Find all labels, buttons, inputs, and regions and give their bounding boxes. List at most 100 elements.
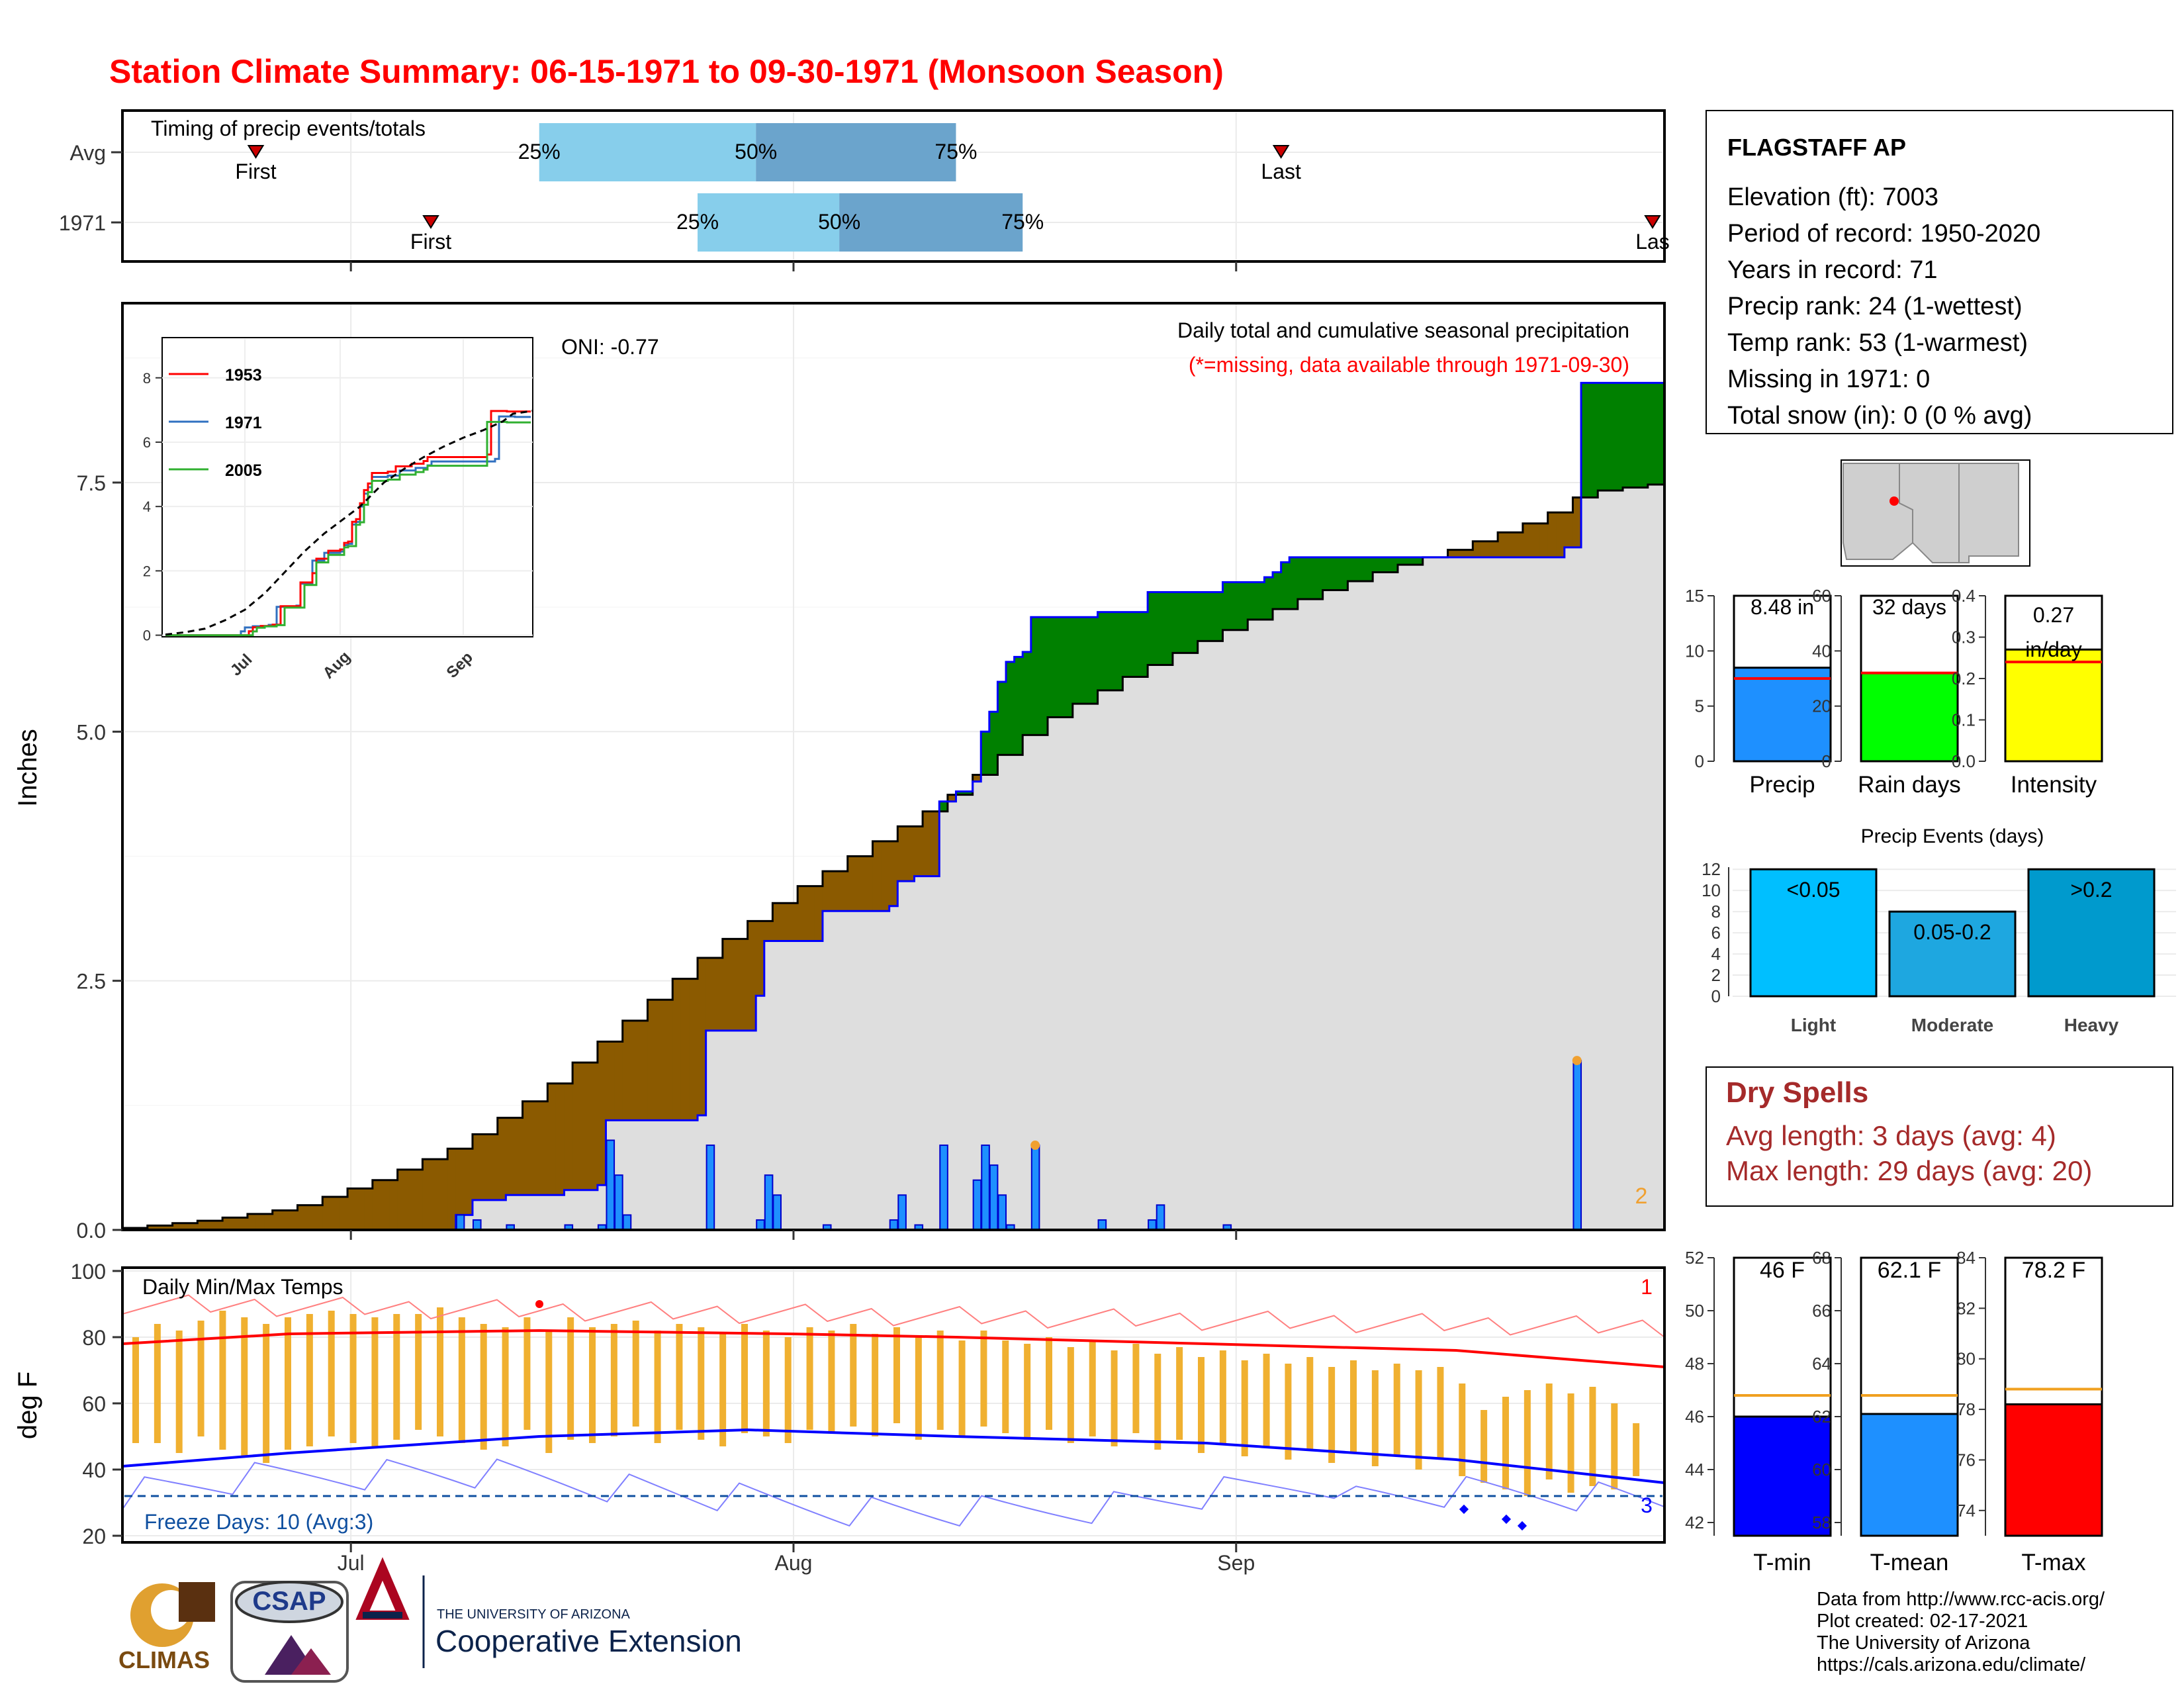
above-average-area <box>1614 383 1623 491</box>
events-bar-label: Light <box>1791 1015 1836 1035</box>
daily-precip-bar <box>889 1219 899 1231</box>
below-average-area <box>647 1000 657 1121</box>
last-event-marker <box>1644 215 1661 229</box>
record-low-count: 3 <box>1641 1493 1653 1517</box>
daily-temp-range-bar <box>1589 1387 1596 1486</box>
above-average-area <box>1197 592 1206 641</box>
daily-temp-range-bar <box>1219 1350 1226 1443</box>
above-average-area <box>1072 617 1081 704</box>
below-average-area <box>856 856 865 912</box>
daily-temp-range-bar <box>654 1331 661 1443</box>
below-average-area <box>230 1217 240 1230</box>
below-average-area <box>764 921 773 941</box>
above-average-area <box>1172 592 1182 653</box>
daily-precip-bar <box>1097 1219 1107 1231</box>
below-average-area <box>756 921 765 996</box>
above-average-area <box>1322 557 1332 590</box>
temp-summary-t-max-label: T-max <box>2021 1550 2086 1575</box>
daily-temp-range-bar <box>502 1327 509 1446</box>
inset-y-tick-label: 0 <box>143 628 151 644</box>
below-average-area <box>772 903 782 941</box>
temp-summary-t-max-tick-label: 80 <box>1956 1349 1976 1369</box>
below-average-area <box>181 1223 190 1230</box>
above-average-area <box>1606 383 1615 491</box>
above-average-area <box>1364 557 1373 581</box>
daily-temp-range-bar <box>1263 1354 1270 1446</box>
below-average-area <box>547 1083 557 1196</box>
below-average-area <box>881 841 890 912</box>
above-average-area <box>1130 612 1140 677</box>
summary-intensity-tick-label: 0.3 <box>1952 628 1976 647</box>
daily-temp-range-bar <box>1350 1360 1357 1453</box>
summary-intensity-tick-label: 0.2 <box>1952 669 1976 688</box>
daily-precip-bar <box>989 1164 999 1231</box>
below-average-area <box>739 939 749 1031</box>
below-average-area <box>614 1041 623 1121</box>
timing-rows: 25% 50% 75% First Last 25% 50% 75% First Las <box>235 123 1670 254</box>
daily-temp-range-bar <box>1371 1370 1379 1466</box>
timing-bar-lower <box>539 123 756 181</box>
above-average-area <box>1264 577 1273 620</box>
daily-precip-bar <box>772 1194 782 1231</box>
dry-spells-max: Max length: 29 days (avg: 20) <box>1726 1155 2092 1186</box>
below-average-area <box>522 1101 531 1196</box>
below-average-area <box>1514 532 1524 557</box>
summary-rain-days-tick-label: 40 <box>1812 641 1831 661</box>
above-average-area <box>1006 661 1015 755</box>
below-average-area <box>306 1205 315 1230</box>
below-average-area <box>580 1062 590 1190</box>
inset-y-tick-label: 6 <box>143 434 151 451</box>
temp-summary-value-label: 46 F <box>1760 1258 1805 1283</box>
below-average-area <box>1456 549 1465 557</box>
events-tick-label: 8 <box>1711 902 1721 921</box>
above-average-area <box>1030 617 1040 735</box>
daily-temp-range-bar <box>523 1317 531 1430</box>
below-average-area <box>1506 532 1515 557</box>
below-average-area <box>1539 523 1549 557</box>
temp-summary-t-min-label: T-min <box>1753 1550 1811 1575</box>
below-average-area <box>589 1062 598 1190</box>
below-average-area <box>214 1221 223 1230</box>
above-average-area <box>964 791 974 795</box>
daily-precip-bar <box>472 1219 482 1231</box>
below-average-area <box>472 1134 482 1200</box>
daily-precip-bar <box>1030 1145 1040 1231</box>
below-average-area <box>972 774 981 782</box>
temp-summary-t-min-tick-label: 52 <box>1685 1248 1704 1268</box>
below-average-area <box>255 1213 265 1230</box>
above-average-area <box>1189 592 1199 653</box>
daily-precip-bar <box>972 1179 982 1231</box>
summary-precip-tick-label: 0 <box>1695 751 1704 771</box>
daily-precip-bar <box>705 1145 715 1231</box>
below-average-area <box>381 1180 390 1230</box>
events-bar <box>1888 910 2017 998</box>
events-bar-range: >0.2 <box>2070 878 2112 902</box>
dry-spells-avg: Avg length: 3 days (avg: 4) <box>1726 1120 2056 1151</box>
above-average-area <box>1206 592 1215 641</box>
inset-legend-1971: 1971 <box>225 414 262 432</box>
above-average-area <box>1239 582 1248 630</box>
below-average-area <box>289 1210 298 1230</box>
below-average-area <box>439 1159 448 1230</box>
below-average-area <box>705 958 715 1031</box>
below-average-area <box>531 1101 540 1196</box>
daily-temp-range-bar <box>806 1327 813 1430</box>
page-title: Station Climate Summary: 06-15-1971 to 0… <box>109 53 1224 90</box>
daily-precip-bar <box>897 1194 907 1231</box>
below-average-area <box>464 1149 473 1215</box>
timing-pct-label: 75% <box>1001 210 1044 234</box>
above-average-area <box>1097 612 1107 690</box>
above-average-area <box>1581 383 1590 498</box>
summary-precip-tick-label: 5 <box>1695 696 1704 716</box>
events-bar <box>1749 868 1878 998</box>
above-average-area <box>1222 582 1232 630</box>
below-average-area <box>355 1188 365 1230</box>
timing-bar-upper <box>756 123 956 181</box>
above-average-area <box>1014 657 1023 755</box>
daily-temp-range-bar <box>1002 1340 1009 1433</box>
daily-temp-range-bar <box>676 1324 683 1430</box>
summary-precip-tick-label: 10 <box>1685 641 1704 661</box>
temp-summary-t-mean-tick-label: 60 <box>1812 1460 1831 1479</box>
daily-precip-bar <box>606 1139 615 1231</box>
below-average-area <box>539 1101 548 1196</box>
